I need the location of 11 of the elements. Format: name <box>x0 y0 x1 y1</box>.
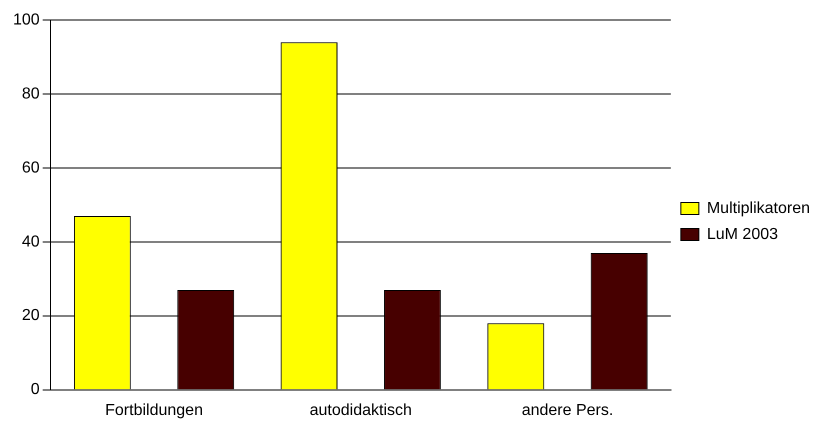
x-tick-label: Fortbildungen <box>105 402 203 419</box>
x-tick-label: andere Pers. <box>522 402 614 419</box>
y-tick-label: 0 <box>30 381 40 398</box>
legend-label: Multiplikatoren <box>706 200 810 217</box>
y-tick-label: 60 <box>22 159 40 176</box>
y-tick-label: 80 <box>22 85 40 102</box>
y-tick-label: 100 <box>12 11 40 28</box>
y-tick-label: 20 <box>22 307 40 324</box>
x-tick-label: autodidaktisch <box>310 402 412 419</box>
legend-label: LuM 2003 <box>706 226 778 243</box>
y-tick-label: 40 <box>22 233 40 250</box>
